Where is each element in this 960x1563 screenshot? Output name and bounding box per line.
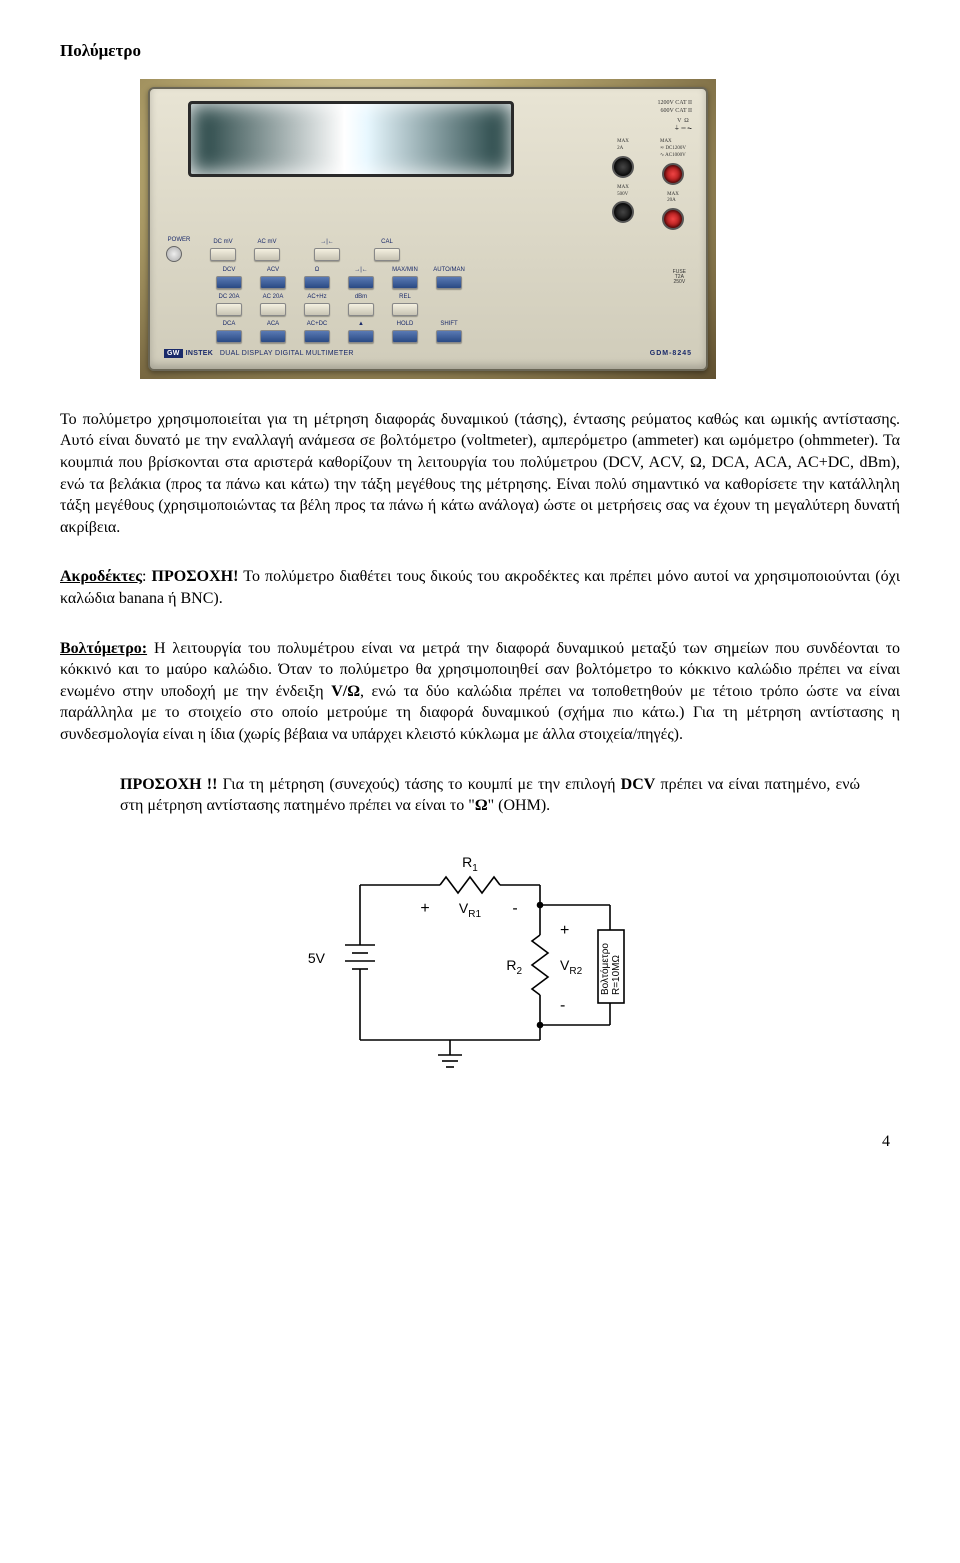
- mm-button: [304, 303, 330, 316]
- btn-label: →|←: [308, 238, 346, 246]
- svg-text:R=10MΩ: R=10MΩ: [611, 954, 622, 995]
- btn-label: ▲: [342, 320, 380, 328]
- paragraph-intro: Το πολύμετρο χρησιμοποιείται για τη μέτρ…: [60, 409, 900, 539]
- jack-right-bot-label: MAX 20A: [667, 192, 679, 206]
- measure-symbols: V Ω ⏚ ═ ⏦: [674, 117, 692, 133]
- mm-button: [260, 330, 286, 343]
- btn-label: AC mV: [248, 238, 286, 246]
- btn-label: ACA: [254, 320, 292, 328]
- svg-text:VR2: VR2: [560, 957, 583, 977]
- page-number: 4: [60, 1131, 900, 1153]
- mm-button: [314, 248, 340, 261]
- svg-text:-: -: [560, 997, 565, 1014]
- svg-text:R2: R2: [506, 957, 522, 977]
- btn-label: ACV: [254, 266, 292, 274]
- mm-button: [260, 276, 286, 289]
- svg-text:-: -: [512, 900, 517, 917]
- cat-rating: 1200V CAT II 600V CAT II: [658, 99, 692, 115]
- btn-label: REL: [386, 293, 424, 301]
- power-label: POWER: [168, 236, 191, 244]
- mm-button: [254, 248, 280, 261]
- circuit-diagram: 5V R1 + - VR1 R2 VR2 + - Βολτόμετρο R=10…: [290, 845, 670, 1092]
- mm-button: [216, 330, 242, 343]
- jack-left-top-label: MAX 2A: [617, 139, 629, 153]
- btn-label: →|←: [342, 266, 380, 274]
- mm-button: [348, 303, 374, 316]
- brand: GWINSTEK DUAL DISPLAY DIGITAL MULTIMETER: [164, 349, 354, 358]
- jack-red-bottom: [662, 208, 684, 230]
- mm-button: [216, 303, 242, 316]
- mm-button: [260, 303, 286, 316]
- btn-label: SHIFT: [430, 320, 468, 328]
- jack-right-top-label: MAX ≂ DC1200V ∿ AC1000V: [660, 139, 686, 159]
- svg-text:VR1: VR1: [459, 900, 482, 920]
- mm-button: [392, 276, 418, 289]
- fuse-label: FUSE T2A 250V: [673, 270, 686, 285]
- multimeter-display: [188, 101, 514, 177]
- btn-label: DC mV: [204, 238, 242, 246]
- btn-label: DC 20A: [210, 293, 248, 301]
- model: GDM-8245: [650, 349, 692, 358]
- btn-label: MAX/MIN: [386, 266, 424, 274]
- paragraph-voltmeter: Βολτόμετρο: Η λειτουργία του πολυμέτρου …: [60, 638, 900, 746]
- jack-red-top: [662, 163, 684, 185]
- paragraph-warning: ΠΡΟΣΟΧΗ !! Για τη μέτρηση (συνεχούς) τάσ…: [120, 774, 860, 817]
- btn-label: AC+DC: [298, 320, 336, 328]
- svg-text:+: +: [420, 900, 429, 917]
- power-button: [166, 246, 182, 262]
- btn-label: dBm: [342, 293, 380, 301]
- page-title: Πολύμετρο: [60, 40, 900, 63]
- svg-text:R1: R1: [462, 854, 478, 874]
- mm-button: [436, 276, 462, 289]
- mm-button: [210, 248, 236, 261]
- btn-label: AC 20A: [254, 293, 292, 301]
- mm-button: [374, 248, 400, 261]
- mm-button: [348, 330, 374, 343]
- btn-label: DCA: [210, 320, 248, 328]
- btn-label: AUTO/MAN: [430, 266, 468, 274]
- jack-black-bottom: [612, 201, 634, 223]
- paragraph-connectors: Ακροδέκτες: ΠΡΟΣΟΧΗ! Το πολύμετρο διαθέτ…: [60, 566, 900, 609]
- mm-button: [304, 276, 330, 289]
- btn-label: AC+Hz: [298, 293, 336, 301]
- jack-black-top: [612, 156, 634, 178]
- svg-text:Βολτόμετρο: Βολτόμετρο: [599, 942, 611, 994]
- btn-label: Ω: [298, 266, 336, 274]
- mm-button: [436, 330, 462, 343]
- svg-text:+: +: [560, 922, 569, 939]
- mm-button: [392, 330, 418, 343]
- source-label: 5V: [308, 950, 326, 966]
- btn-label: DCV: [210, 266, 248, 274]
- mm-button: [216, 276, 242, 289]
- jack-left-bot-label: MAX 500V: [617, 185, 629, 199]
- mm-button: [348, 276, 374, 289]
- mm-button: [392, 303, 418, 316]
- btn-label: HOLD: [386, 320, 424, 328]
- multimeter-photo: 1200V CAT II 600V CAT II V Ω ⏚ ═ ⏦ MAX 2…: [140, 79, 900, 379]
- btn-label: CAL: [368, 238, 406, 246]
- mm-button: [304, 330, 330, 343]
